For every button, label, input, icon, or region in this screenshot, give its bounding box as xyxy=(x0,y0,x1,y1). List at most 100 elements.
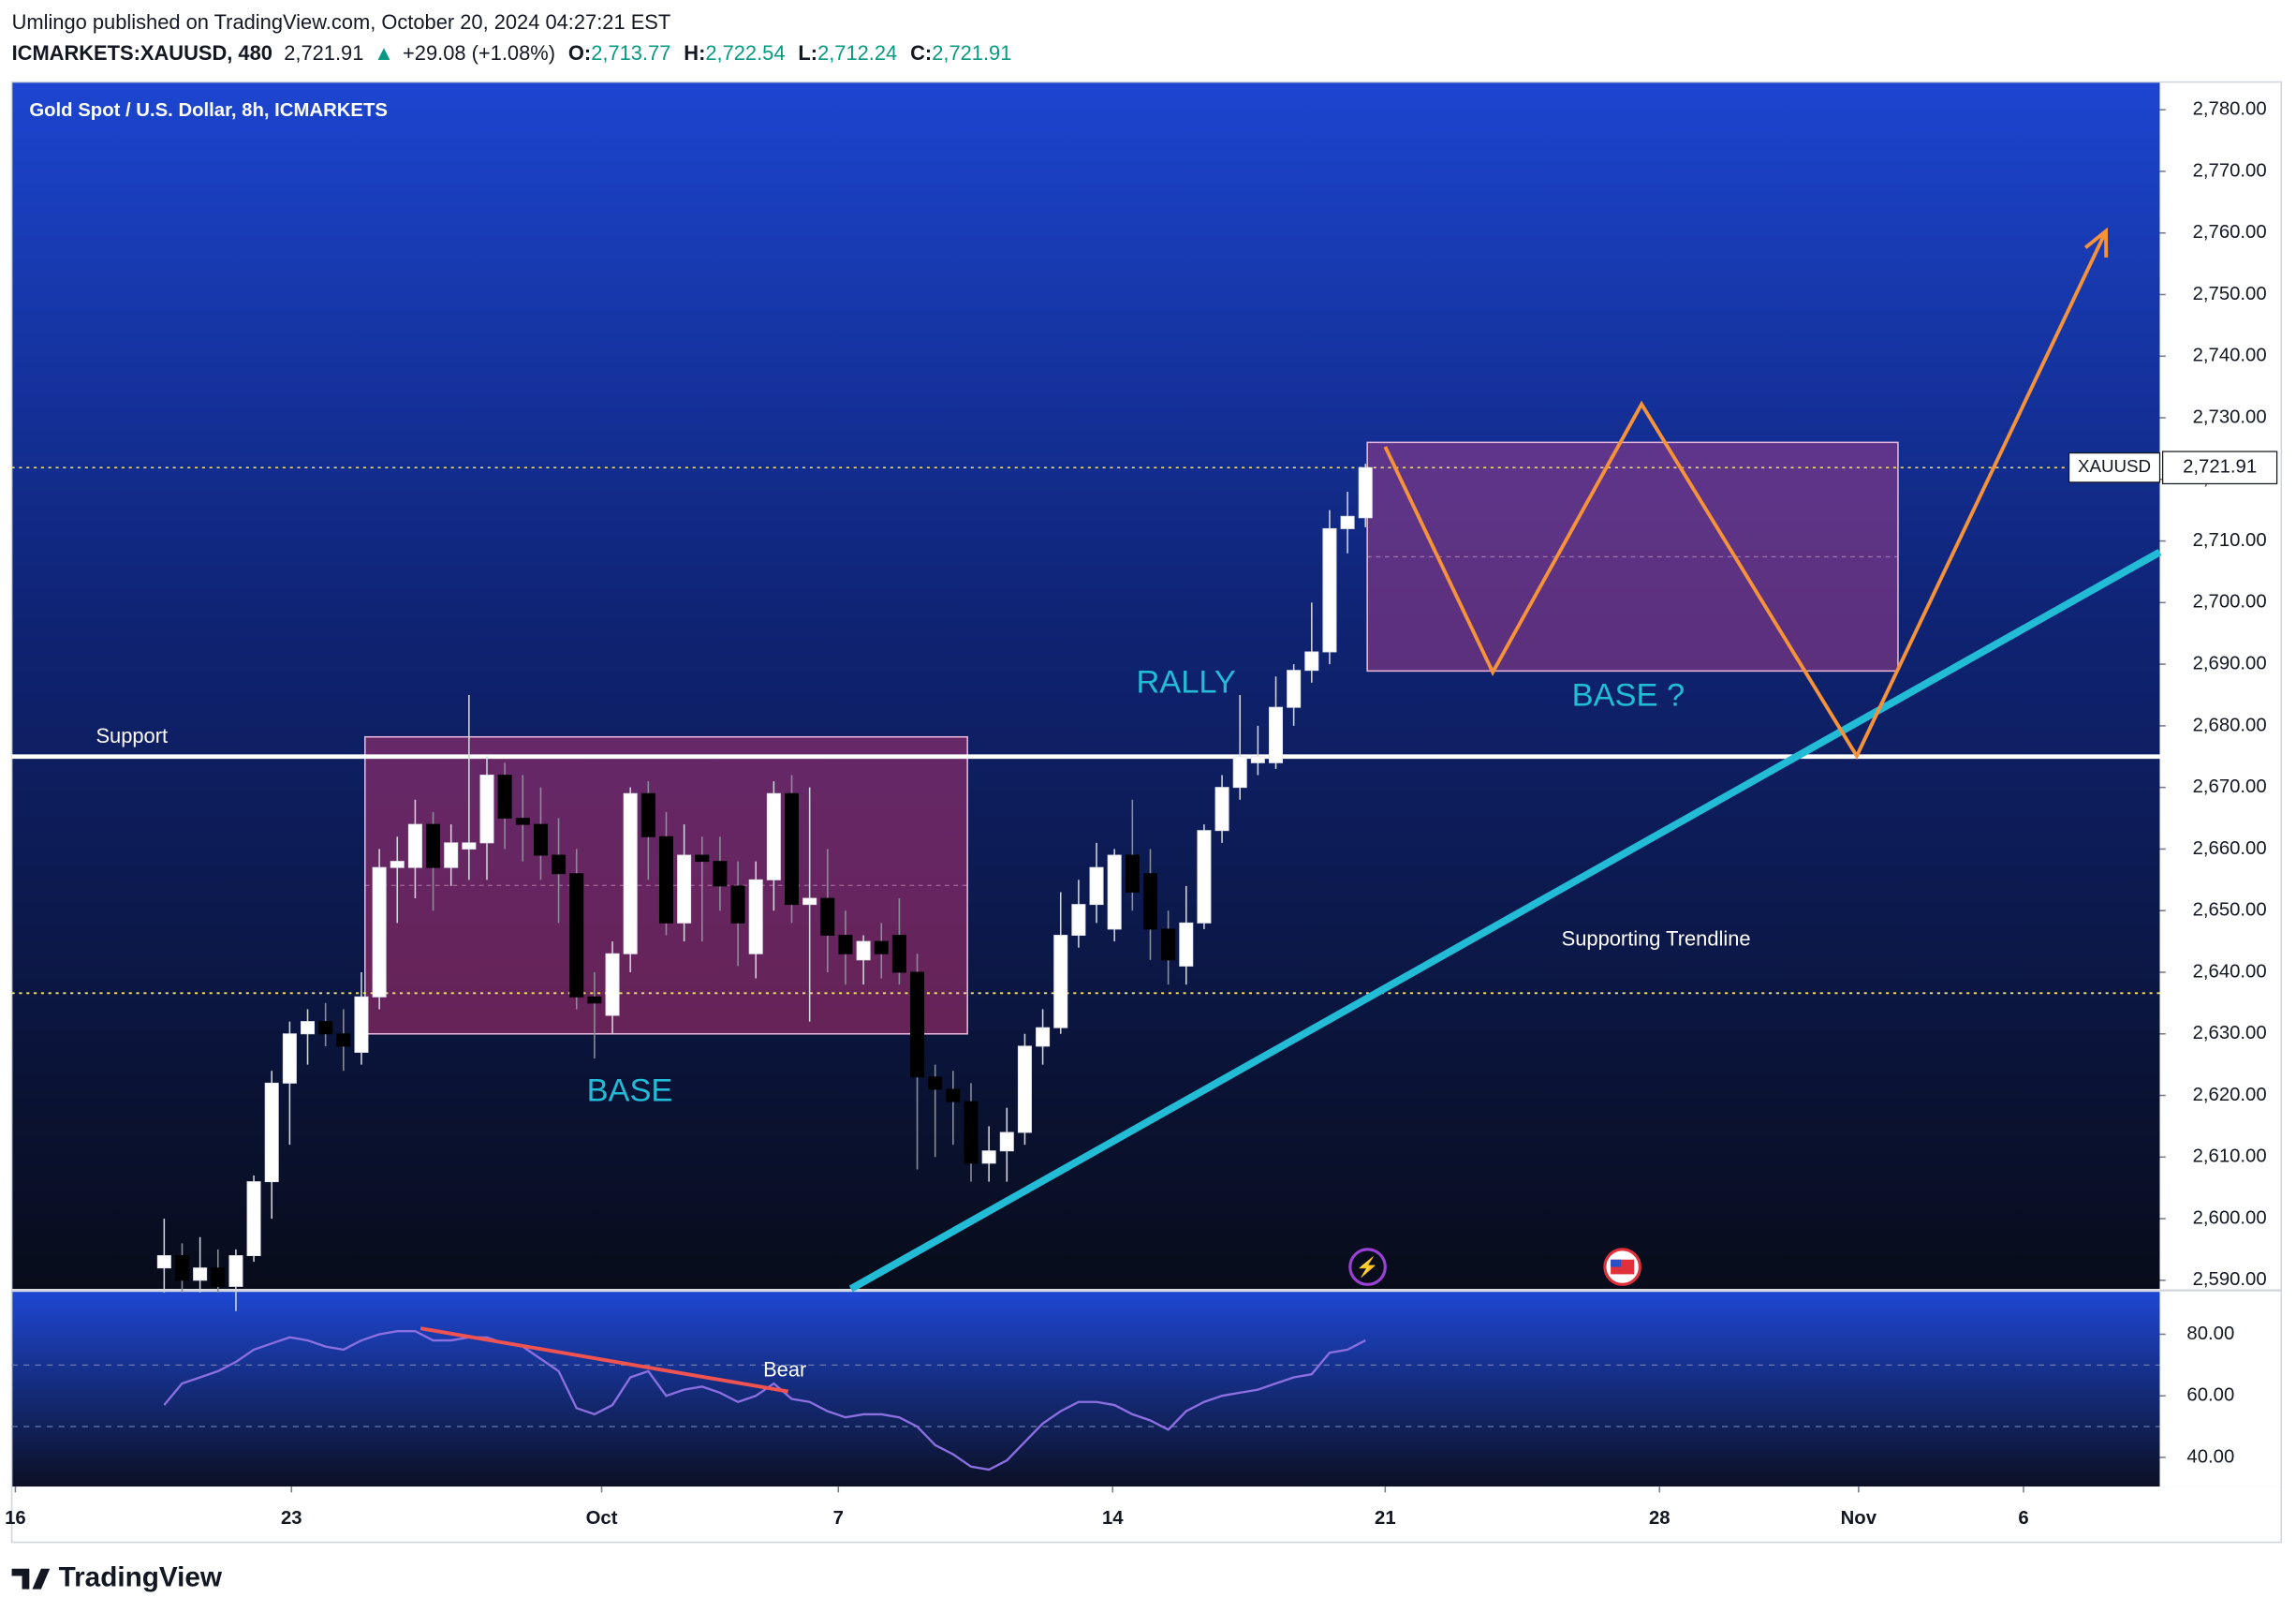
candle-body xyxy=(1036,1027,1051,1047)
price-pane xyxy=(11,81,2282,1290)
price-axis xyxy=(2159,81,2282,1487)
x-tick-label: Oct xyxy=(586,1508,618,1529)
candle-body xyxy=(874,940,889,954)
x-tick-label: 14 xyxy=(1102,1508,1124,1529)
candle-body xyxy=(264,1082,279,1183)
candle-body xyxy=(354,996,369,1053)
candle-body xyxy=(677,854,692,924)
support-label: Support xyxy=(96,724,168,747)
candle-body xyxy=(695,854,710,863)
chart-frame xyxy=(10,81,2283,1544)
ohlc-value: 2,721.91 xyxy=(932,41,1011,65)
y-tick-label: 2,700.00 xyxy=(2193,592,2267,613)
x-tick-label: 7 xyxy=(833,1508,844,1529)
publisher: Umlingo published on TradingView.com, Oc… xyxy=(12,10,671,34)
candle-body xyxy=(766,792,781,880)
candle-body xyxy=(1107,854,1122,930)
candle-body xyxy=(193,1267,208,1281)
y-tick-label: 2,630.00 xyxy=(2193,1023,2267,1043)
candle-body xyxy=(390,861,405,868)
candle-body xyxy=(497,775,512,820)
candle-body xyxy=(1017,1045,1032,1133)
ohlc-label: H: xyxy=(684,41,705,65)
candle-body xyxy=(1142,873,1157,930)
candle-body xyxy=(658,836,673,924)
price-tag-text: 2,721.91 xyxy=(2183,457,2257,478)
candle-body xyxy=(838,935,853,954)
symbol-tag xyxy=(2068,451,2161,483)
rsi-line xyxy=(163,1329,1366,1472)
candle-body xyxy=(228,1255,243,1287)
candle-body xyxy=(981,1150,996,1164)
y-tick-label: 2,740.00 xyxy=(2193,346,2267,366)
candle-body xyxy=(407,823,422,868)
y-tick-label: 2,690.00 xyxy=(2193,653,2267,673)
candle-body xyxy=(1161,928,1176,961)
x-tick-label: 6 xyxy=(2018,1508,2028,1529)
annotation: BASE xyxy=(587,1073,673,1109)
ohlc-label: L: xyxy=(798,41,817,65)
y-tick-label: 2,660.00 xyxy=(2193,838,2267,859)
rsi-y-tick-label: 40.00 xyxy=(2186,1446,2234,1467)
y-tick-label: 2,670.00 xyxy=(2193,776,2267,797)
annotation: BASE ? xyxy=(1572,677,1685,713)
candle-body xyxy=(1053,935,1068,1028)
event-icon[interactable] xyxy=(1348,1248,1387,1286)
y-tick-label: 2,600.00 xyxy=(2193,1207,2267,1228)
candle-body xyxy=(246,1181,261,1257)
chart-title: Gold Spot / U.S. Dollar, 8h, ICMARKETS xyxy=(29,100,388,121)
candle-body xyxy=(1089,866,1104,906)
annotation: Supporting Trendline xyxy=(1562,927,1751,951)
ohlc-value: 2,712.24 xyxy=(817,41,897,65)
candle-body xyxy=(1232,756,1247,789)
chart: 2,590.00 2,600.00 2,610.00 2,620.00 2,630.00… xyxy=(5,99,2278,1529)
event-icon-glyph: ⚡ xyxy=(1356,1256,1379,1279)
candle-body xyxy=(1340,515,1355,529)
candle-body xyxy=(748,879,763,954)
candle-body xyxy=(444,842,459,868)
candle-body xyxy=(515,818,530,825)
symbol-tag-text: XAUUSD xyxy=(2078,456,2151,476)
candle-body xyxy=(426,823,441,868)
last-price: 2,721.91 xyxy=(284,41,363,65)
candle-body xyxy=(785,792,800,906)
y-tick-label: 2,730.00 xyxy=(2193,407,2267,427)
candle-body xyxy=(1322,527,1337,653)
y-tick-label: 2,760.00 xyxy=(2193,222,2267,243)
rsi-y-tick-label: 60.00 xyxy=(2186,1385,2234,1406)
candle-body xyxy=(587,996,602,1004)
candle-body xyxy=(1214,787,1229,832)
candle-body xyxy=(479,775,494,844)
x-tick-label: 16 xyxy=(5,1508,26,1529)
trendline xyxy=(848,549,2162,1293)
candle-body xyxy=(1304,651,1319,672)
candle-body xyxy=(1358,466,1373,519)
logo-mark xyxy=(11,1568,51,1590)
candle-body xyxy=(605,953,620,1016)
x-tick-label: 23 xyxy=(281,1508,302,1529)
change: +29.08 (+1.08%) xyxy=(403,41,555,65)
candle-body xyxy=(1197,830,1212,924)
y-tick-label: 2,680.00 xyxy=(2193,715,2267,735)
candle-body xyxy=(640,792,655,837)
candle-body xyxy=(1287,670,1302,708)
annotation: Bear xyxy=(763,1357,806,1381)
candle-body xyxy=(552,854,567,875)
candle-body xyxy=(156,1255,171,1269)
brand: TradingView xyxy=(59,1562,223,1593)
candle-body xyxy=(1071,904,1086,936)
y-tick-label: 2,750.00 xyxy=(2193,284,2267,304)
candle-body xyxy=(569,873,584,998)
y-tick-label: 2,610.00 xyxy=(2193,1146,2267,1167)
x-tick-label: 28 xyxy=(1649,1508,1670,1529)
divergence-line xyxy=(419,1326,789,1394)
candle-body xyxy=(623,792,638,954)
price-tag xyxy=(2162,451,2278,485)
y-tick-label: 2,780.00 xyxy=(2193,99,2267,120)
y-tick-label: 2,640.00 xyxy=(2193,961,2267,982)
ohlc-value: 2,713.77 xyxy=(591,41,670,65)
candle-body xyxy=(946,1088,961,1102)
projection-path xyxy=(1383,229,2108,761)
candle-body xyxy=(730,885,745,924)
